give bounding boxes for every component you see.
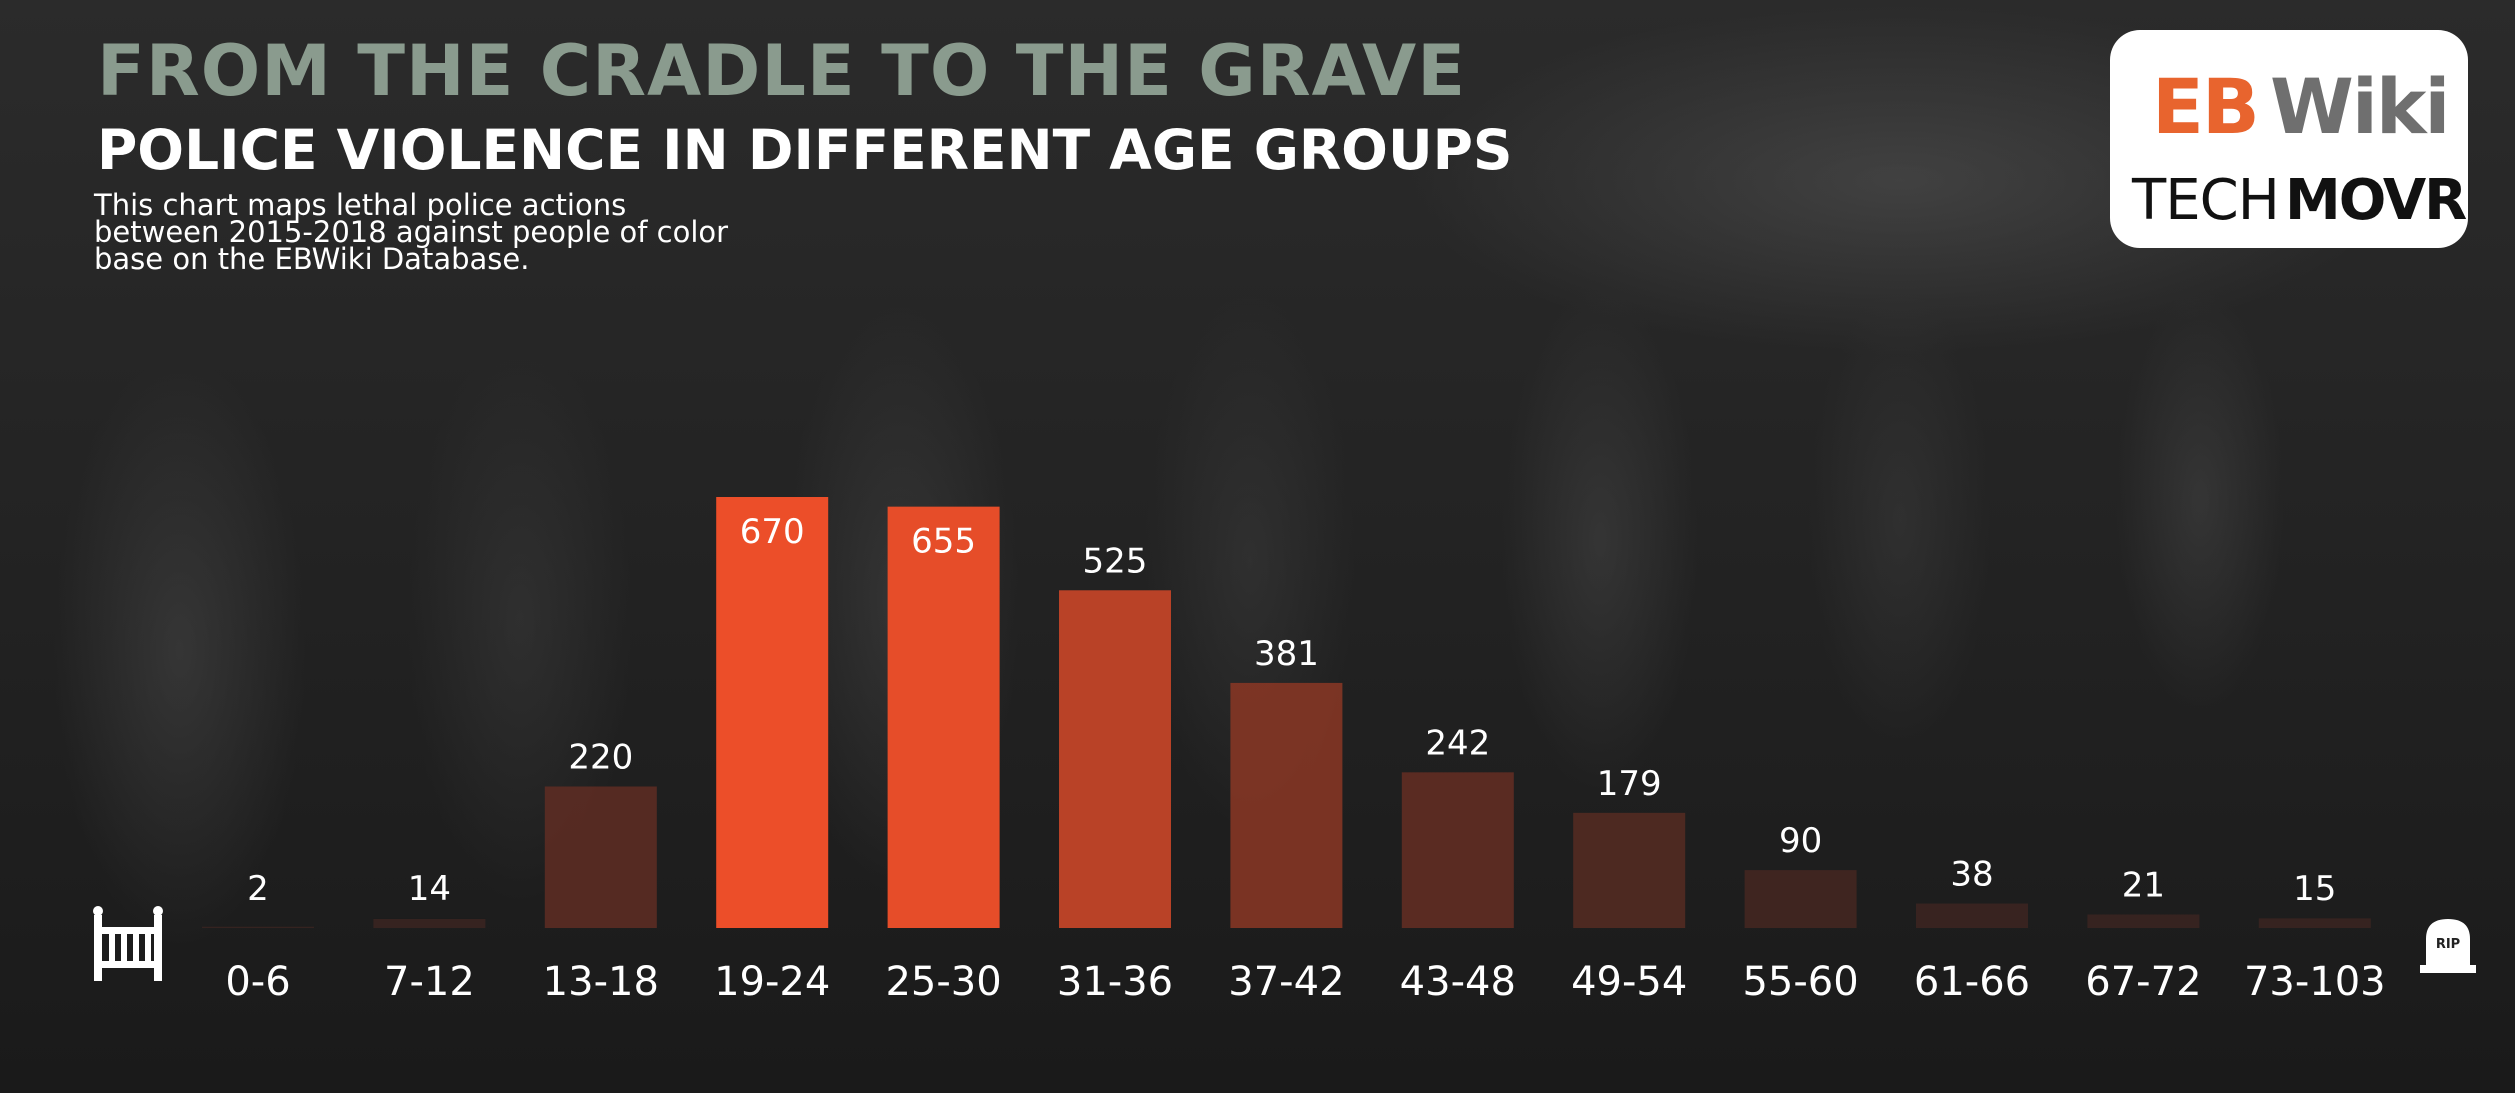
x-tick-label-61-66: 61-66 — [1914, 959, 2030, 1005]
gravestone-icon: RIP — [2420, 919, 2476, 973]
bar-37-42 — [1230, 682, 1343, 928]
x-tick-label-67-72: 67-72 — [2085, 959, 2201, 1005]
chart-description: This chart maps lethal police actions be… — [94, 188, 729, 276]
bar-7-12 — [373, 918, 486, 928]
bar-73-103 — [2258, 918, 2371, 928]
data-label-55-60: 90 — [1779, 821, 1822, 861]
data-label-43-48: 242 — [1425, 723, 1490, 763]
chart-title: FROM THE CRADLE TO THE GRAVE — [97, 30, 1467, 112]
x-tick-label-13-18: 13-18 — [543, 959, 659, 1005]
data-label-13-18: 220 — [568, 737, 633, 777]
chart-subtitle: POLICE VIOLENCE IN DIFFERENT AGE GROUPS — [97, 118, 1513, 182]
bar-0-6 — [202, 926, 314, 928]
bar-13-18 — [544, 786, 657, 928]
bar-49-54 — [1573, 812, 1686, 928]
data-label-37-42: 381 — [1254, 634, 1319, 674]
logo-eb-text: EB — [2152, 62, 2260, 151]
crib-icon — [93, 906, 163, 981]
x-tick-label-31-36: 31-36 — [1057, 959, 1173, 1005]
data-label-19-24: 670 — [740, 512, 805, 552]
x-tick-label-7-12: 7-12 — [384, 959, 475, 1005]
logo-movr-text: MOVR — [2285, 168, 2467, 233]
x-tick-label-37-42: 37-42 — [1228, 959, 1344, 1005]
bar-61-66 — [1916, 903, 2028, 928]
x-tick-label-0-6: 0-6 — [225, 959, 290, 1005]
x-tick-label-19-24: 19-24 — [714, 959, 830, 1005]
x-tick-label-49-54: 49-54 — [1571, 959, 1687, 1005]
x-tick-label-25-30: 25-30 — [885, 959, 1001, 1005]
x-tick-label-73-103: 73-103 — [2244, 959, 2386, 1005]
bar-55-60 — [1744, 870, 1857, 928]
bar-19-24 — [716, 497, 829, 928]
data-label-0-6: 2 — [247, 869, 269, 909]
bar-67-72 — [2087, 914, 2200, 928]
gravestone-text: RIP — [2436, 937, 2460, 952]
logo-tech-text: TECH — [2132, 168, 2280, 233]
data-label-7-12: 14 — [408, 869, 451, 909]
data-label-61-66: 38 — [1950, 855, 1993, 895]
data-label-73-103: 15 — [2293, 869, 2336, 909]
bar-25-30 — [887, 506, 1000, 928]
x-tick-label-55-60: 55-60 — [1742, 959, 1858, 1005]
logo-wiki-text: Wiki — [2270, 62, 2450, 151]
bar-31-36 — [1059, 590, 1171, 928]
data-label-67-72: 21 — [2122, 865, 2165, 905]
data-label-49-54: 179 — [1597, 764, 1662, 804]
x-tick-label-43-48: 43-48 — [1400, 959, 1516, 1005]
data-label-31-36: 525 — [1083, 541, 1148, 581]
data-label-25-30: 655 — [911, 522, 976, 562]
bar-43-48 — [1401, 772, 1514, 928]
logo-badge: EB Wiki TECH MOVR — [2110, 30, 2468, 248]
